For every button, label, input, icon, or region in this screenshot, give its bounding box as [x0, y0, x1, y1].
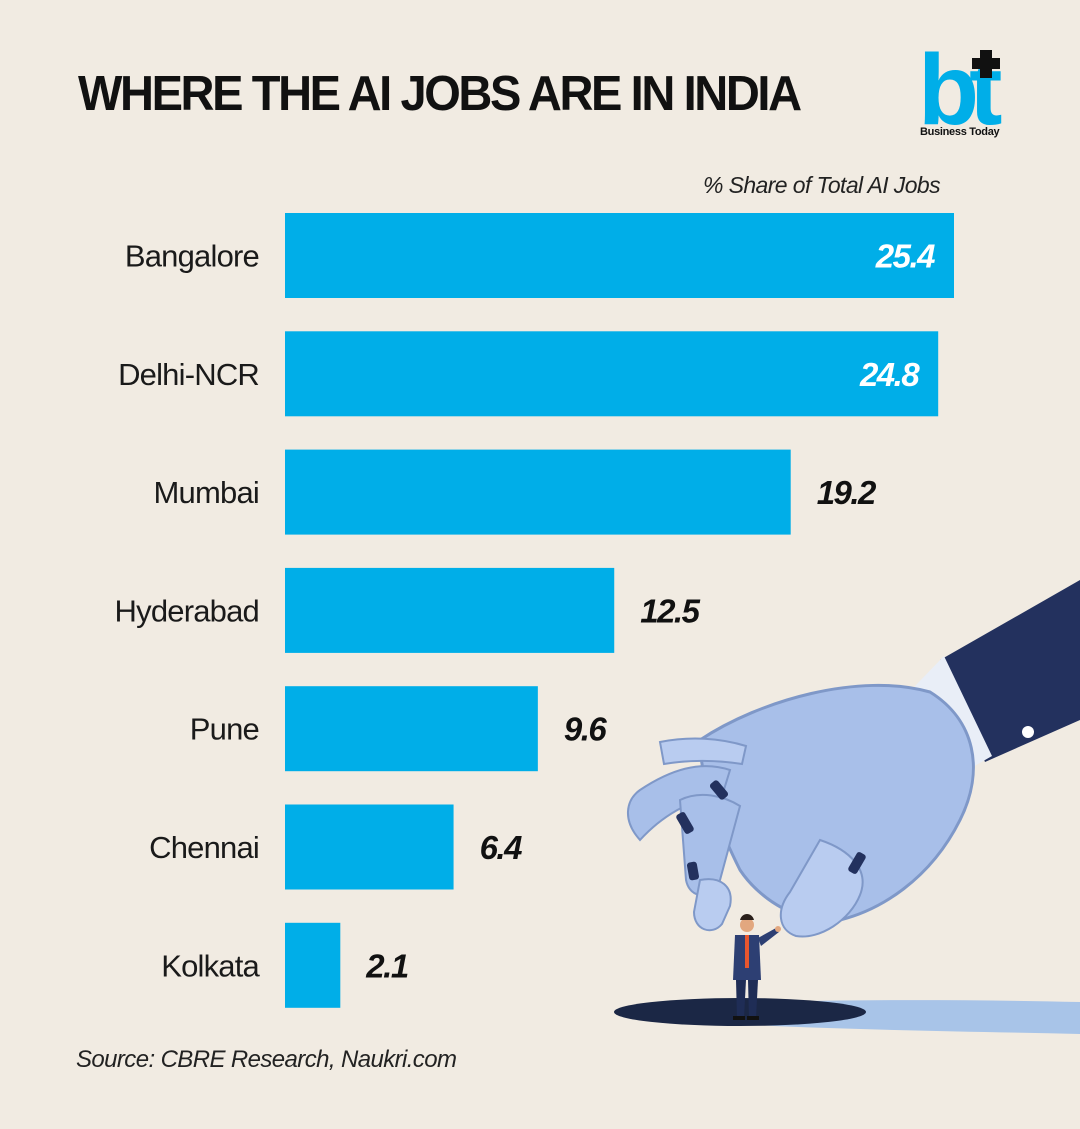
bar-kolkata: [285, 922, 341, 1008]
cuff-button: [1022, 726, 1034, 738]
category-label: Mumbai: [154, 475, 259, 510]
category-label: Kolkata: [161, 948, 260, 983]
source-note: Source: CBRE Research, Naukri.com: [76, 1046, 457, 1073]
chart-subtitle: % Share of Total AI Jobs: [702, 172, 941, 198]
bar-bangalore: [285, 213, 954, 298]
sleeve: [940, 580, 1080, 762]
robot-hand-illustration: [614, 580, 1080, 1034]
value-label: 19.2: [817, 474, 877, 511]
bar-pune: [285, 686, 538, 772]
category-label: Pune: [190, 712, 259, 747]
value-label: 9.6: [564, 711, 608, 748]
category-label: Bangalore: [125, 239, 259, 274]
category-label: Hyderabad: [115, 593, 259, 628]
robot-joint: [709, 780, 729, 800]
value-label: 24.8: [859, 356, 920, 393]
bar-mumbai: [285, 449, 791, 535]
robot-joint: [676, 812, 694, 834]
logo-name: Business Today: [920, 126, 1000, 138]
category-label: Delhi-NCR: [118, 357, 259, 392]
value-label: 12.5: [640, 592, 700, 629]
bt-logo-icon: bt: [918, 44, 1012, 144]
robot-finger-4: [692, 878, 732, 932]
bar-delhi-ncr: [285, 331, 939, 417]
robot-joint: [686, 861, 700, 881]
value-label: 2.1: [365, 947, 408, 984]
chart-title: WHERE THE AI JOBS ARE IN INDIA: [78, 67, 802, 121]
businessman-figure: [733, 914, 781, 1020]
bar-hyderabad: [285, 567, 615, 653]
value-label: 25.4: [875, 238, 935, 275]
category-label: Chennai: [149, 830, 259, 865]
robot-palm: [698, 683, 975, 923]
bars-group: Bangalore 25.4 Delhi-NCR 24.8 Mumbai 19.2 Hyde…: [115, 213, 954, 1008]
value-label: 6.4: [480, 829, 523, 866]
robot-finger-1: [658, 737, 748, 766]
robot-joint: [848, 852, 866, 874]
bar-chennai: [285, 804, 454, 890]
